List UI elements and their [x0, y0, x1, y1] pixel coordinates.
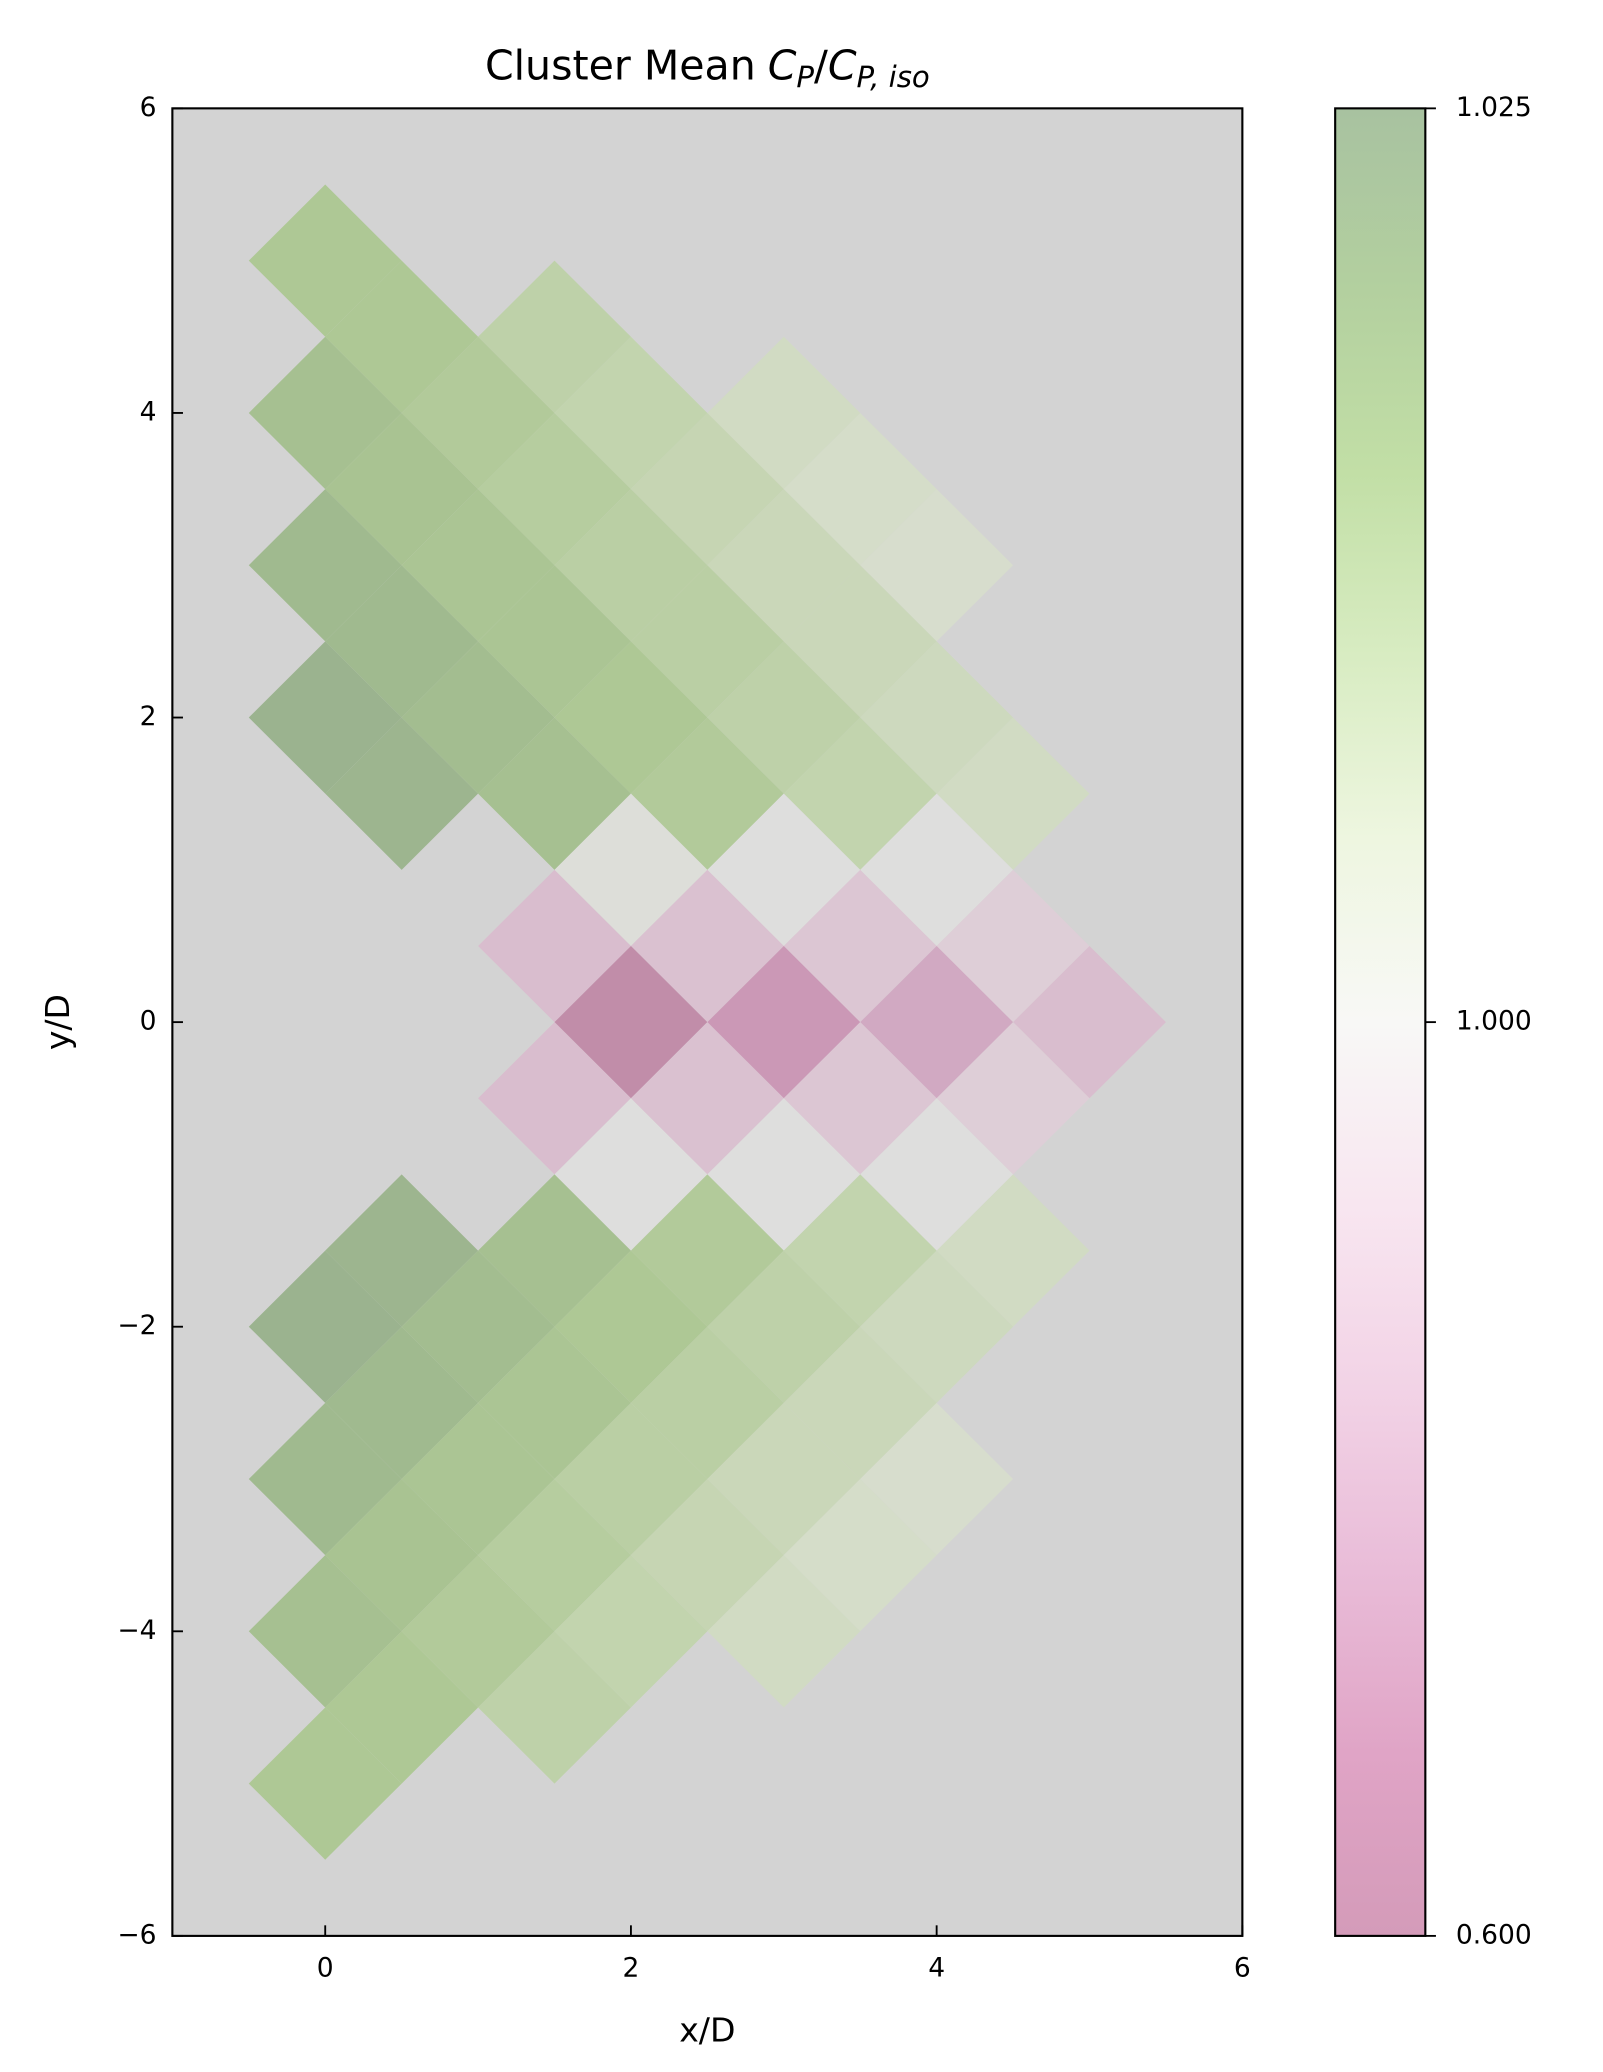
y-tick-label: −4: [117, 1615, 156, 1646]
tile: [554, 1250, 708, 1403]
tile: [707, 1555, 861, 1708]
x-axis-label: x/D: [679, 2011, 735, 2050]
tile: [554, 945, 708, 1099]
y-axis-label: y/D: [38, 994, 77, 1050]
colorbar-tick-label: 1.025: [1456, 92, 1532, 123]
y-tick-label: 2: [140, 701, 157, 732]
tile: [707, 489, 861, 642]
tile: [248, 641, 402, 794]
y-tick-label: 0: [140, 1006, 157, 1037]
tile: [554, 793, 708, 946]
y-tick-label: −6: [117, 1919, 156, 1950]
title-part: C: [828, 41, 857, 89]
y-tick-label: −2: [117, 1310, 156, 1341]
tile: [248, 1402, 402, 1556]
tile: [554, 1555, 708, 1708]
tile: [248, 1707, 402, 1860]
title-part: Cluster Mean: [485, 41, 756, 89]
tile: [860, 489, 1014, 642]
x-tick-label: 0: [317, 1952, 334, 1983]
tile: [860, 1250, 1014, 1403]
y-tick-label: 4: [140, 396, 157, 427]
title-part: C: [768, 41, 797, 89]
tile: [554, 1098, 708, 1251]
tile: [554, 489, 708, 642]
x-tick-label: 2: [622, 1952, 639, 1983]
tile: [554, 336, 708, 490]
colorbar-tick-label: 1.000: [1456, 1006, 1532, 1037]
colorbar-tick-label: 0.600: [1456, 1919, 1532, 1950]
tile: [860, 1098, 1014, 1251]
tile: [554, 641, 708, 794]
tile: [554, 1402, 708, 1556]
y-tick-label: 6: [140, 92, 157, 123]
title-part: P, iso: [857, 60, 930, 94]
chart-title: Cluster Mean CP/CP, iso: [485, 41, 930, 94]
tile: [248, 489, 402, 642]
tile: [860, 1402, 1014, 1556]
title-part: /: [814, 41, 828, 89]
x-tick-label: 4: [928, 1952, 945, 1983]
tile: [248, 1250, 402, 1403]
colorbar: [1334, 107, 1427, 1937]
plot-area: [172, 108, 1243, 1936]
tile: [707, 1098, 861, 1251]
tile: [248, 1555, 402, 1708]
tile: [248, 336, 402, 490]
x-tick-label: 6: [1234, 1952, 1251, 1983]
tile: [325, 717, 479, 870]
title-part: P: [796, 60, 814, 94]
tile: [248, 184, 402, 337]
